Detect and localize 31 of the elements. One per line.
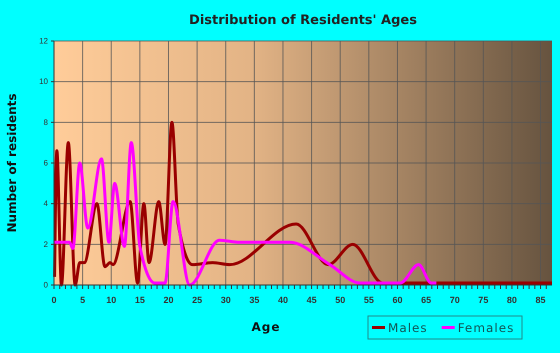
- x-tick-label: 60: [392, 294, 402, 305]
- x-tick-label: 5: [80, 294, 86, 305]
- x-tick-label: 30: [220, 294, 231, 305]
- x-tick-label: 70: [450, 294, 460, 305]
- y-tick-label: 4: [44, 199, 49, 208]
- x-tick-label: 85: [536, 294, 546, 305]
- x-tick-label: 45: [306, 294, 317, 305]
- y-tick-label: 8: [44, 118, 49, 127]
- y-axis-title: Number of residents: [5, 93, 19, 233]
- x-tick-label: 40: [278, 294, 288, 305]
- legend-label: Males: [388, 321, 428, 335]
- y-tick-label: 2: [44, 240, 49, 249]
- x-tick-label: 10: [106, 294, 116, 305]
- line-series: [53, 141, 438, 286]
- x-tick-label: 75: [478, 294, 488, 305]
- y-tick-label: 0: [44, 280, 49, 290]
- y-tick-label: 6: [44, 158, 49, 168]
- x-tick-label: 0: [51, 294, 57, 305]
- chart-title: Distribution of Residents' Ages: [189, 13, 418, 28]
- x-tick-label: 65: [421, 294, 432, 305]
- x-tick-label: 25: [192, 294, 202, 305]
- legend-label: Females: [458, 321, 514, 335]
- x-tick-label: 55: [364, 294, 374, 305]
- y-tick-label: 10: [39, 77, 49, 86]
- x-tick-label: 50: [335, 294, 346, 305]
- y-tick-label: 12: [39, 36, 49, 46]
- x-tick-label: 15: [134, 294, 145, 305]
- x-tick-label: 80: [506, 294, 517, 305]
- x-axis-title: Age: [251, 320, 281, 334]
- x-tick-label: 20: [163, 294, 174, 305]
- x-tick-label: 35: [249, 294, 260, 305]
